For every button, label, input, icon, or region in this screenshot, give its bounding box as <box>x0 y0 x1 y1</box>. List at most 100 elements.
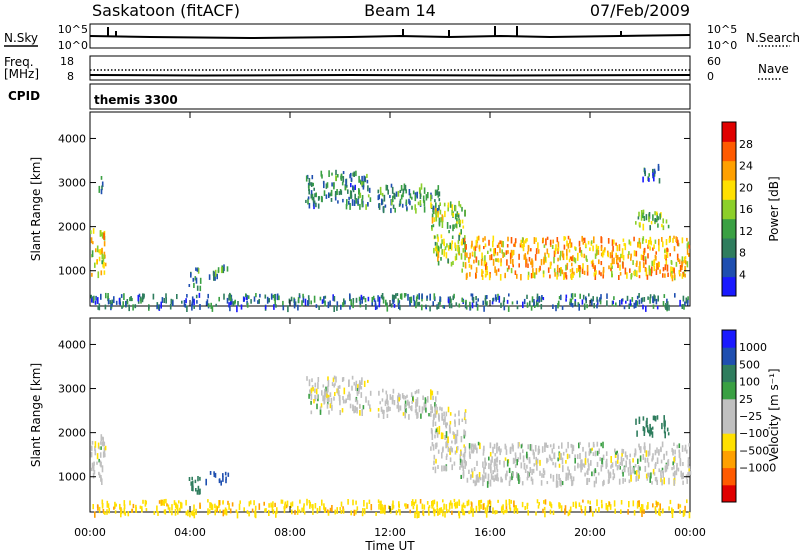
scatter-cell <box>421 304 423 311</box>
scatter-cell <box>486 295 488 299</box>
scatter-cell <box>321 499 323 506</box>
scatter-cell <box>333 182 335 190</box>
scatter-cell <box>621 448 623 455</box>
scatter-cell <box>96 453 99 460</box>
scatter-cell <box>482 503 485 510</box>
scatter-cell <box>432 500 434 505</box>
scatter-cell <box>542 297 545 301</box>
scatter-cell <box>344 399 347 404</box>
scatter-cell <box>451 464 453 471</box>
station-title: Saskatoon (fitACF) <box>92 1 240 20</box>
scatter-cell <box>635 418 637 425</box>
scatter-cell <box>405 503 407 509</box>
scatter-cell <box>432 395 434 401</box>
velocity-colorbar-label: Velocity [m s⁻¹] <box>767 368 781 461</box>
scatter-cell <box>461 463 464 467</box>
scatter-cell <box>352 172 354 177</box>
scatter-cell <box>501 249 503 254</box>
scatter-cell <box>524 469 527 473</box>
scatter-cell <box>238 503 241 511</box>
scatter-cell <box>315 388 318 395</box>
scatter-cell <box>574 246 576 250</box>
scatter-cell <box>500 240 503 248</box>
scatter-cell <box>378 503 380 510</box>
scatter-cell <box>459 466 461 470</box>
scatter-cell <box>335 169 337 175</box>
scatter-cell <box>326 391 328 398</box>
colorbar-swatch <box>722 238 736 258</box>
scatter-cell <box>493 458 496 464</box>
scatter-cell <box>553 452 556 460</box>
scatter-cell <box>683 511 686 516</box>
scatter-cell <box>207 293 209 299</box>
scatter-cell <box>563 236 565 241</box>
scatter-cell <box>318 305 320 310</box>
scatter-cell <box>423 504 426 510</box>
scatter-cell <box>98 471 100 476</box>
scatter-cell <box>427 396 429 403</box>
x-tick-label: 12:00 <box>374 526 406 539</box>
scatter-cell <box>420 413 422 419</box>
scatter-cell <box>646 417 648 425</box>
scatter-cell <box>493 461 496 467</box>
scatter-cell <box>97 505 99 511</box>
scatter-cell <box>401 393 404 399</box>
scatter-cell <box>489 452 492 457</box>
scatter-cell <box>311 378 313 383</box>
scatter-cell <box>435 458 437 464</box>
scatter-cell <box>285 504 288 509</box>
scatter-cell <box>500 507 503 513</box>
scatter-cell <box>493 478 495 482</box>
scatter-cell <box>336 305 338 311</box>
scatter-cell <box>530 261 532 265</box>
scatter-cell <box>451 235 454 239</box>
scatter-cell <box>181 300 183 304</box>
scatter-cell <box>486 481 489 488</box>
scatter-cell <box>611 270 613 278</box>
scatter-cell <box>571 449 574 454</box>
scatter-cell <box>560 480 562 487</box>
scatter-cell <box>439 299 441 305</box>
scatter-cell <box>482 270 484 274</box>
scatter-cell <box>441 407 443 412</box>
scatter-cell <box>606 463 608 468</box>
scatter-cell <box>186 294 188 298</box>
scatter-cell <box>499 460 501 465</box>
scatter-cell <box>565 472 568 480</box>
colorbar-tick-label: 500 <box>739 358 760 371</box>
scatter-cell <box>649 236 652 243</box>
scatter-cell <box>165 293 167 299</box>
scatter-cell <box>255 293 257 298</box>
scatter-cell <box>432 419 435 424</box>
scatter-cell <box>609 504 612 510</box>
scatter-cell <box>100 232 103 237</box>
scatter-cell <box>430 446 432 451</box>
colorbar-tick-label: 16 <box>739 203 753 216</box>
scatter-cell <box>470 293 473 297</box>
scatter-cell <box>663 294 666 298</box>
scatter-cell <box>438 191 441 197</box>
scatter-cell <box>457 214 460 218</box>
scatter-cell <box>214 509 216 516</box>
scatter-cell <box>574 465 576 471</box>
scatter-cell <box>119 503 121 510</box>
scatter-cell <box>520 274 522 281</box>
scatter-cell <box>454 205 457 211</box>
scatter-cell <box>641 510 643 517</box>
scatter-cell <box>392 195 394 203</box>
scatter-cell <box>444 246 447 251</box>
scatter-cell <box>248 501 251 507</box>
scatter-cell <box>351 199 354 206</box>
scatter-cell <box>454 213 457 220</box>
scatter-cell <box>448 245 450 251</box>
scatter-cell <box>199 476 201 481</box>
colorbar-swatch <box>722 122 736 142</box>
scatter-cell <box>510 249 513 253</box>
scatter-cell <box>561 269 564 275</box>
scatter-cell <box>416 511 419 516</box>
scatter-cell <box>536 499 539 504</box>
scatter-cell <box>666 264 669 272</box>
scatter-cell <box>475 239 478 247</box>
scatter-cell <box>468 258 470 263</box>
scatter-cell <box>520 444 523 449</box>
